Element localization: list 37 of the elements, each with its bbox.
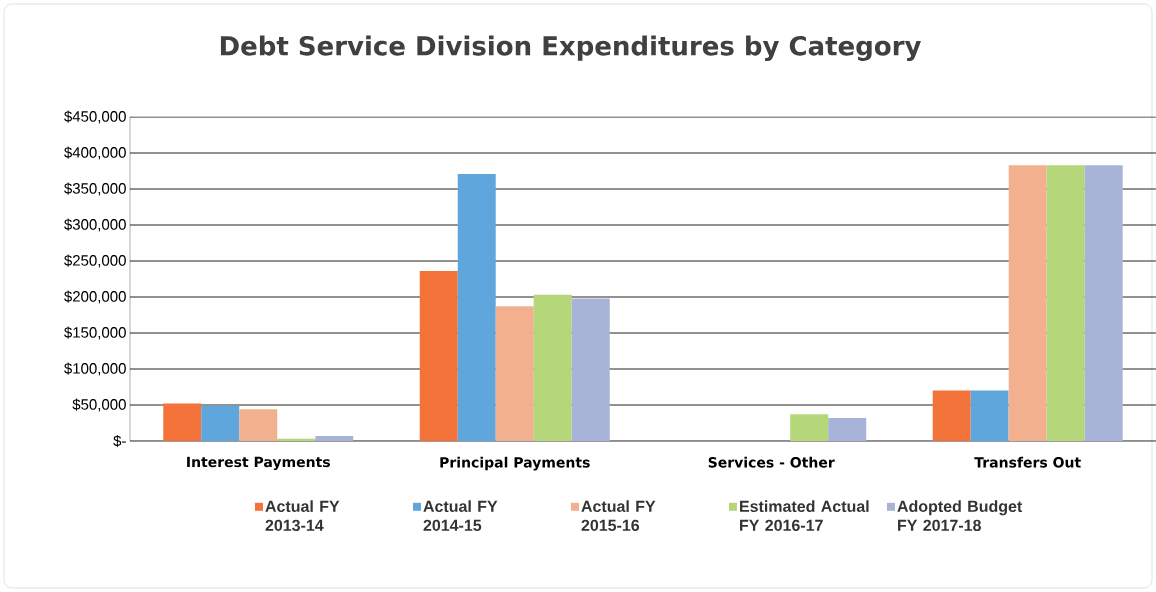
chart-title: Debt Service Division Expenditures by Category [220,35,921,61]
bar [163,403,202,441]
y-tick-label: $400,000 [64,146,126,160]
bar [1008,165,1047,441]
legend-label: Actual FY 2015-16 [581,500,656,532]
bar [315,435,354,441]
y-tick-label: $300,000 [64,218,126,232]
x-tick-label: Interest Payments [187,456,330,471]
bar [970,390,1009,441]
legend-label: Actual FY 2014-15 [423,500,498,532]
y-tick-label: $250,000 [64,254,126,268]
x-tick-label: Services - Other [708,456,835,468]
y-tick-label: $150,000 [64,326,126,340]
y-tick-label: $100,000 [64,362,126,376]
y-tick-label: $350,000 [64,182,126,196]
bar [1046,165,1085,441]
y-tick-label: $450,000 [64,110,126,124]
bar [533,294,572,441]
bar [457,173,496,441]
bar [571,298,610,441]
y-tick-label: $200,000 [64,290,126,304]
y-tick-label: $- [113,434,126,448]
x-tick-label: Transfers Out [974,456,1081,468]
bar [277,438,316,441]
legend-label: Estimated Actual FY 2016-17 [740,500,869,532]
bar [828,417,867,441]
y-tick-label: $50,000 [72,398,126,412]
bar [932,390,971,441]
x-tick-label: Principal Payments [440,456,590,471]
bar [239,409,278,441]
bar [495,306,534,441]
legend-label: Actual FY 2013-14 [265,500,340,532]
bar [419,271,458,441]
bar [790,414,829,441]
bar [1084,165,1123,441]
legend-label: Adopted Budget FY 2017-18 [897,500,1023,532]
bar [201,405,240,441]
